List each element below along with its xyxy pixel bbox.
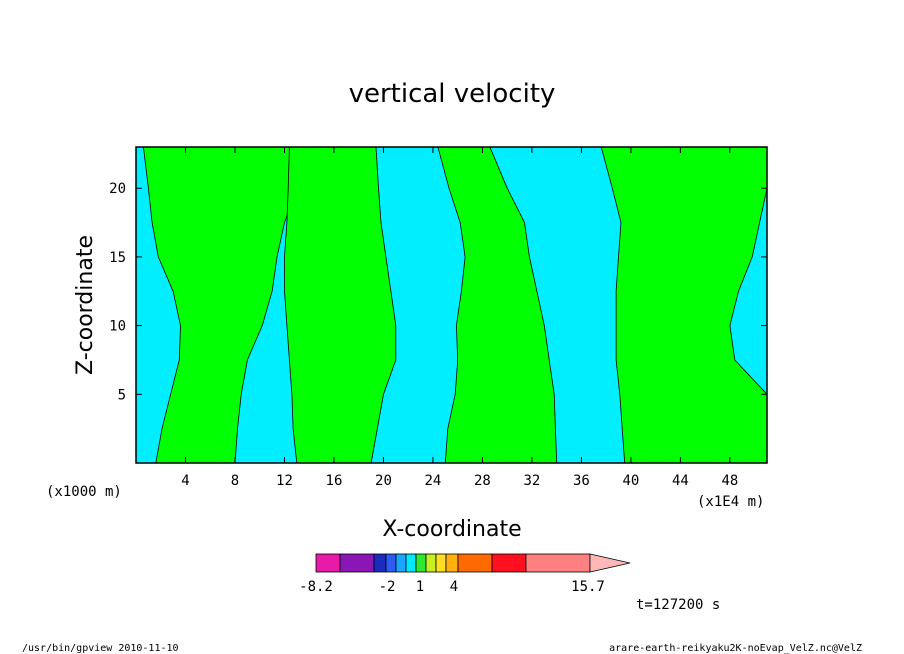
colorbar-segment [339,553,375,573]
y-tick-label: 5 [118,387,126,403]
chart-title: vertical velocity [349,79,556,109]
colorbar-segment [445,553,459,573]
x-tick-label: 36 [573,473,590,489]
colorbar-segment [457,553,493,573]
colorbar-arrow [589,553,631,573]
x-tick-label: 44 [672,473,689,489]
x-tick-label: 12 [276,473,293,489]
y-axis-ticks: 5 10 15 20 [109,181,767,403]
colorbar-segment [315,553,341,573]
colorbar-segment [425,553,437,573]
x-tick-label: 4 [181,473,189,489]
colorbar-label: 15.7 [571,579,605,595]
x-tick-label: 40 [622,473,639,489]
y-axis-label: Z-coordinate [73,235,98,375]
colorbar-segment [491,553,527,573]
y-tick-label: 10 [109,319,126,335]
footer-left: /usr/bin/gpview 2010-11-10 [22,643,179,654]
upward-region-2 [284,146,397,464]
x-tick-label: 8 [231,473,239,489]
x-tick-label: 48 [721,473,738,489]
colorbar-label: 4 [450,579,458,595]
colorbar-labels: -8.2 -2 1 4 15.7 [299,579,605,595]
x-tick-label: 16 [326,473,343,489]
plot-area [135,146,768,464]
colorbar-segment [373,553,387,573]
colorbar-segment [415,553,427,573]
y-tick-label: 20 [109,181,126,197]
x-axis-ticks: 4 8 12 16 20 24 28 32 36 40 44 48 [181,147,738,489]
colorbar-segment [395,553,407,573]
colorbar-segment [435,553,447,573]
x-tick-label: 24 [425,473,442,489]
x-axis-label: X-coordinate [382,517,521,542]
footer-right: arare-earth-reikyaku2K-noEvap_VelZ.nc@Ve… [609,643,862,654]
colorbar [315,553,631,573]
colorbar-segment [525,553,591,573]
x-tick-label: 20 [375,473,392,489]
colorbar-segment [385,553,397,573]
x-unit-right: (x1E4 m) [697,494,764,510]
colorbar-label: 1 [416,579,424,595]
colorbar-label: -2 [379,579,396,595]
plot-frame [135,146,768,464]
x-unit-left: (x1000 m) [46,484,122,500]
x-tick-label: 28 [474,473,491,489]
colorbar-label: -8.2 [299,579,333,595]
time-label: t=127200 s [636,597,720,613]
x-tick-label: 32 [523,473,540,489]
colorbar-segment [405,553,417,573]
y-tick-label: 15 [109,250,126,266]
